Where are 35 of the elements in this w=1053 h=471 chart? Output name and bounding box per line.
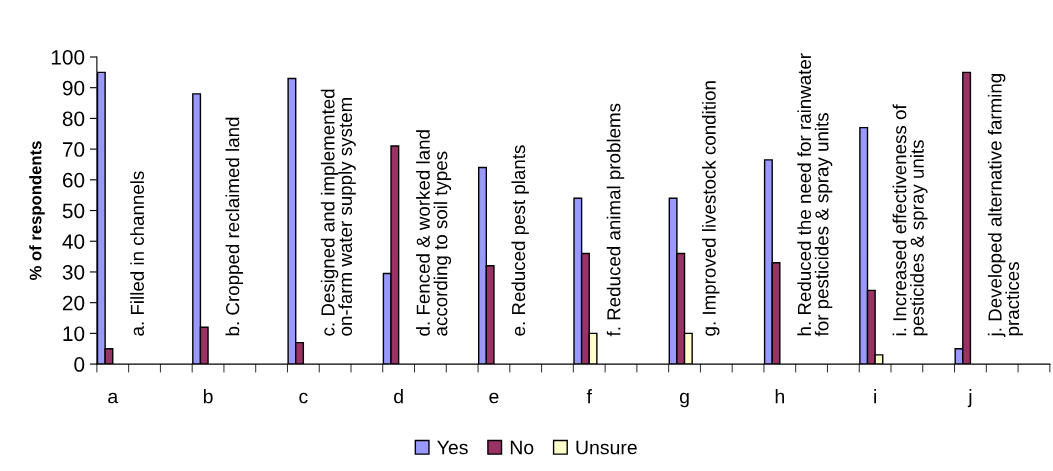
- y-tick-label: 60: [62, 172, 85, 188]
- y-tick-label: 20: [62, 295, 85, 311]
- legend-label: No: [510, 440, 534, 455]
- y-tick-label: 10: [63, 326, 85, 342]
- annotation: e. Reduced pest plants: [511, 145, 529, 336]
- annotation: a. Filled in channels: [130, 171, 144, 336]
- x-tick-label: h: [775, 389, 784, 404]
- annotation: i. Increased effectiveness of pesticides & spray units: [892, 104, 928, 336]
- y-tick-label: 40: [62, 234, 85, 249]
- legend-label: Yes: [437, 440, 468, 455]
- y-tick-label: 70: [62, 142, 85, 157]
- x-tick-label: e: [489, 392, 499, 404]
- y-axis-title: % of respondents: [29, 141, 45, 281]
- annotation: b. Cropped reclaimed land: [225, 117, 243, 336]
- annotation: f. Reduced animal problems: [606, 103, 625, 337]
- y-tick-label: 30: [62, 264, 85, 280]
- x-tick-label: g: [679, 392, 689, 408]
- x-tick-label: a: [108, 392, 119, 404]
- annotation: h. Reduced the need for rainwater for pesticides & spray units: [797, 53, 833, 337]
- x-tick-label: i: [874, 389, 876, 404]
- x-tick-label: b: [203, 389, 213, 404]
- annotation: j. Developed alternative farming practices: [987, 73, 1023, 337]
- annotation: d. Fenced & worked land according to soil types: [416, 130, 452, 336]
- annotation: c. Designed and implemented on-farm water supply system: [320, 89, 356, 336]
- x-tick-label: j: [967, 389, 972, 408]
- x-tick-label: d: [394, 389, 403, 404]
- y-tick-label: 80: [62, 111, 85, 127]
- y-tick-label: 100: [51, 49, 85, 65]
- y-tick-label: 0: [74, 357, 85, 372]
- x-tick-label: c: [299, 392, 308, 404]
- x-tick-label: f: [586, 389, 592, 404]
- y-tick-label: 50: [62, 203, 85, 219]
- legend-label: Unsure: [576, 440, 637, 455]
- y-tick-label: 90: [62, 80, 85, 96]
- annotation: g. Improved livestock condition: [702, 81, 720, 336]
